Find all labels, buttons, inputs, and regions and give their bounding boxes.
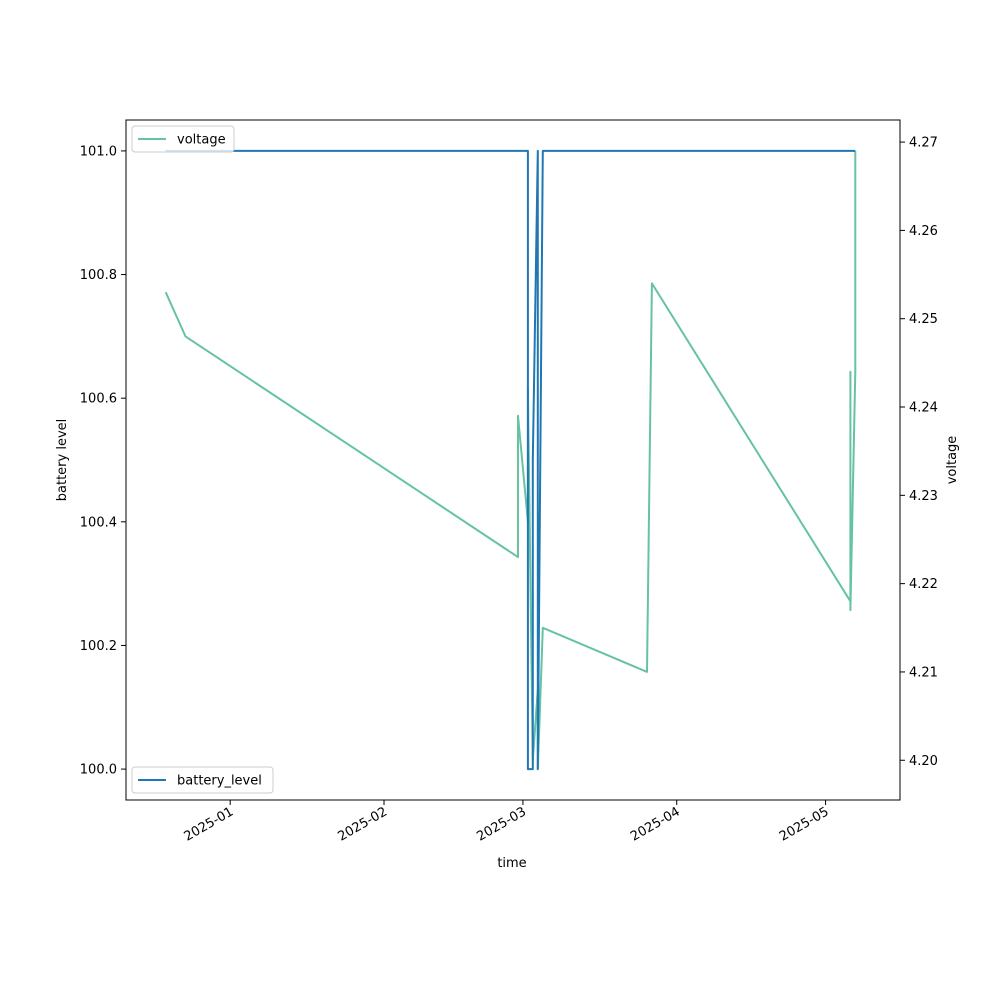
legend-voltage-label: voltage	[177, 133, 226, 148]
x-tick-label: 2025-05	[777, 804, 832, 844]
right-y-tick-label: 4.22	[909, 577, 938, 592]
right-y-tick-label: 4.25	[909, 312, 938, 327]
right-y-axis-title: voltage	[945, 436, 960, 485]
left-y-tick-label: 100.2	[80, 639, 117, 654]
legend-battery-level-label: battery_level	[177, 774, 262, 789]
legend-battery-level: battery_level	[131, 766, 274, 794]
series-layer	[164, 149, 857, 771]
right-y-tick-label: 4.24	[909, 401, 938, 416]
x-tick-label: 2025-01	[182, 804, 237, 844]
left-y-tick-label: 100.8	[80, 268, 117, 283]
right-y-axis: 4.20 4.21 4.22 4.23 4.24 4.25 4.26 4.27	[900, 136, 938, 769]
x-axis-title: time	[497, 856, 526, 871]
x-tick-label: 2025-02	[335, 804, 390, 844]
left-y-tick-label: 100.4	[80, 515, 117, 530]
left-y-tick-label: 100.6	[80, 392, 117, 407]
legend-voltage: voltage	[131, 125, 235, 153]
right-y-tick-label: 4.23	[909, 489, 938, 504]
plot-frame	[125, 119, 901, 801]
x-tick-label: 2025-03	[474, 804, 529, 844]
series-line-battery-level	[165, 149, 856, 771]
right-y-tick-label: 4.20	[909, 754, 938, 769]
right-y-tick-label: 4.21	[909, 665, 938, 680]
right-y-tick-label: 4.26	[909, 224, 938, 239]
left-y-tick-label: 100.0	[80, 763, 117, 778]
x-axis: 2025-01 2025-02 2025-03 2025-04 2025-05	[182, 800, 832, 845]
right-y-tick-label: 4.27	[909, 136, 938, 151]
series-line-voltage	[164, 150, 857, 771]
left-y-axis: 100.0 100.2 100.4 100.6 100.8 101.0	[80, 144, 126, 778]
left-y-axis-title: battery level	[55, 419, 70, 502]
left-y-tick-label: 101.0	[80, 144, 117, 159]
x-tick-label: 2025-04	[628, 804, 683, 844]
